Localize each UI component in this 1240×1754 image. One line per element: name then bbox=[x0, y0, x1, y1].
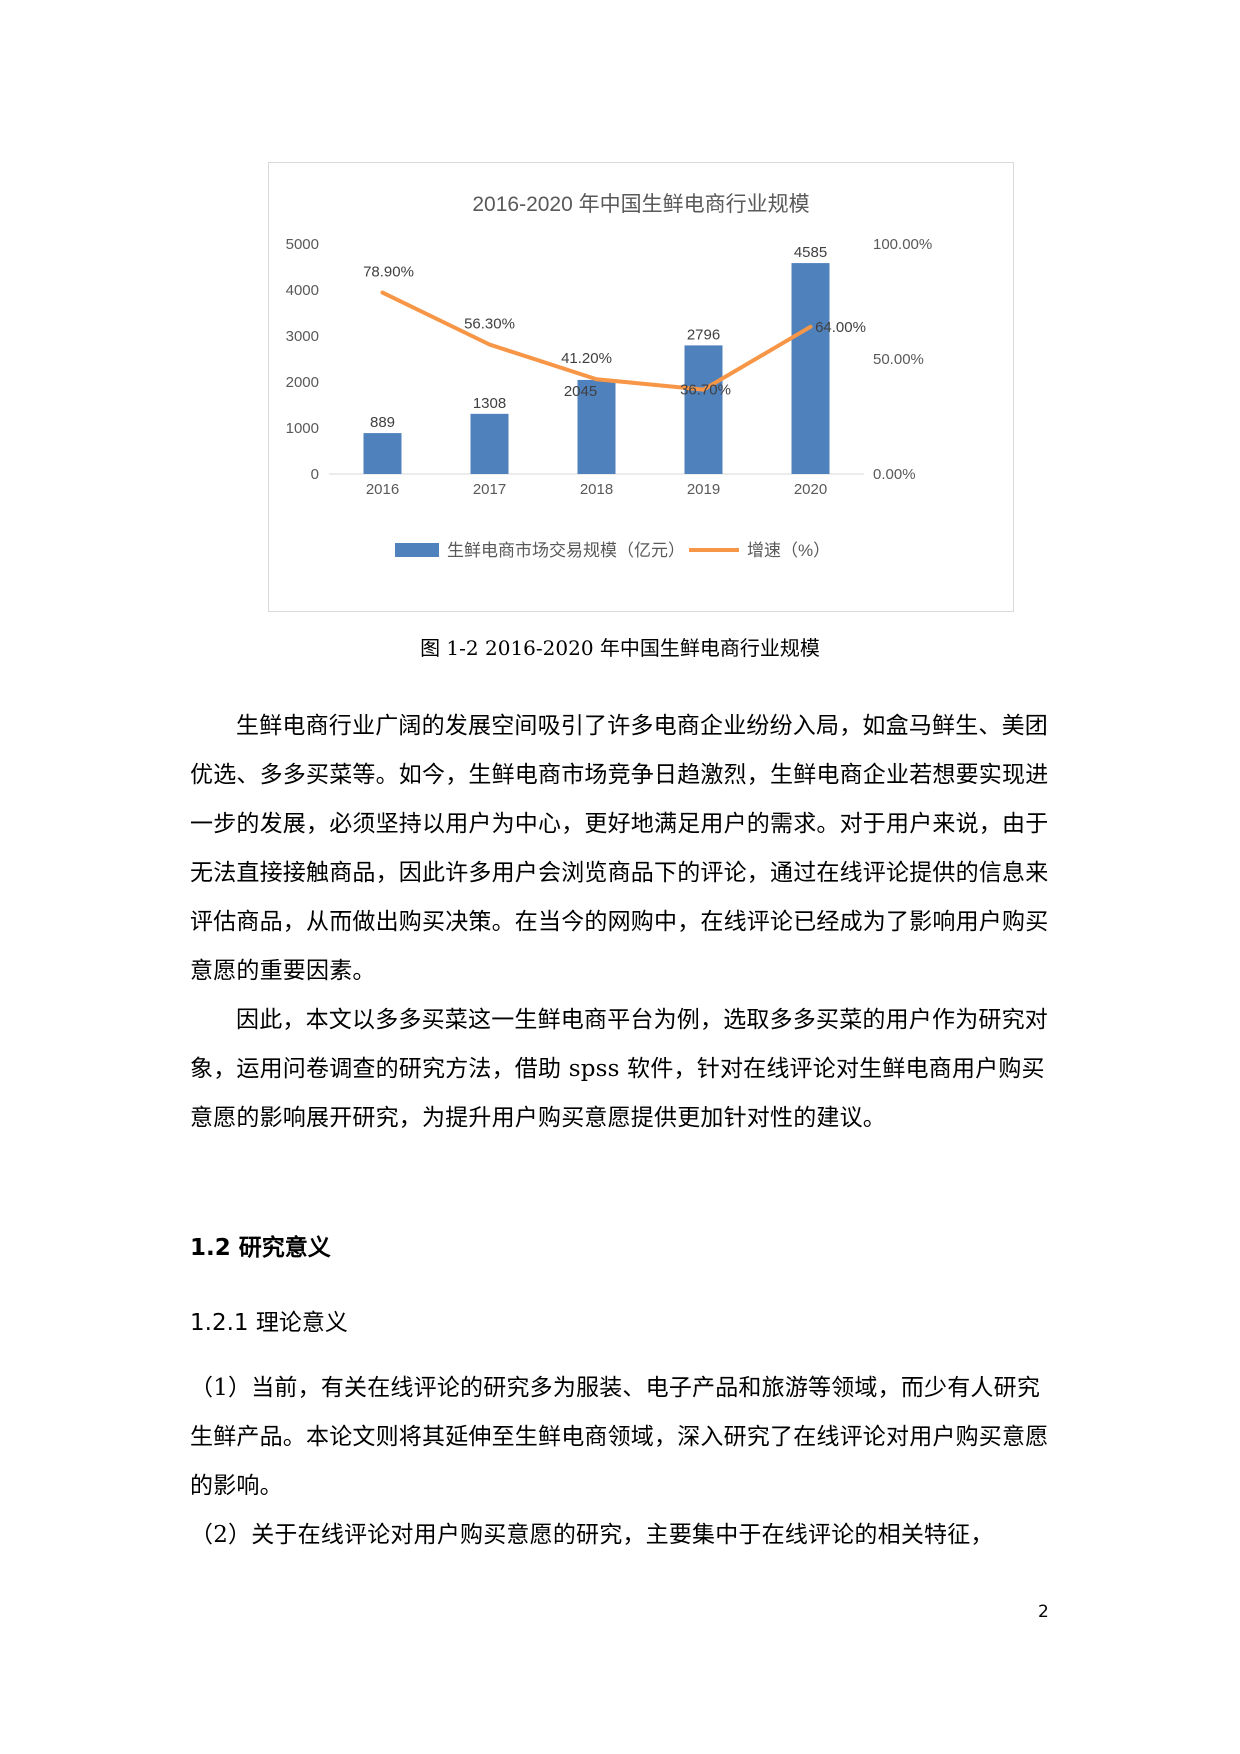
bar-data-label: 2045 bbox=[564, 383, 597, 400]
figure-caption: 图 1-2 2016-2020 年中国生鲜电商行业规模 bbox=[420, 636, 820, 660]
paragraph: 因此，本文以多多买菜这一生鲜电商平台为例，选取多多买菜的用户作为研究对象，运用问… bbox=[190, 1007, 1048, 1131]
y-right-tick-label: 100.00% bbox=[873, 236, 932, 253]
y-left-tick-label: 5000 bbox=[286, 236, 319, 253]
bar-data-label: 889 bbox=[370, 414, 395, 431]
x-tick-label: 2020 bbox=[794, 481, 827, 498]
numbered-items: （1）当前，有关在线评论的研究多为服装、电子产品和旅游等领域，而少有人研究生鲜产… bbox=[190, 1364, 1052, 1560]
x-tick-label: 2017 bbox=[473, 481, 506, 498]
bar-data-label: 2796 bbox=[687, 326, 720, 343]
y-right-tick-label: 0.00% bbox=[873, 466, 916, 483]
y-left-tick-label: 3000 bbox=[286, 328, 319, 345]
market-scale-chart: 2016-2020 年中国生鲜电商行业规模 0 1000 2000 3000 4000 50… bbox=[286, 193, 933, 560]
y-left-tick-label: 2000 bbox=[286, 374, 319, 391]
bar-data-label: 1308 bbox=[473, 395, 506, 412]
bar bbox=[684, 345, 723, 474]
body-paragraphs: 生鲜电商行业广阔的发展空间吸引了许多电商企业纷纷入局，如盒马鲜生、美团优选、多多… bbox=[190, 702, 1052, 1143]
bar bbox=[470, 413, 509, 474]
chart-frame: 2016-2020 年中国生鲜电商行业规模 0 1000 2000 3000 4000 50… bbox=[268, 162, 1014, 612]
bar bbox=[363, 433, 402, 474]
growth-line bbox=[380, 290, 813, 392]
x-tick-label: 2019 bbox=[687, 481, 720, 498]
bar-data-label: 4585 bbox=[794, 244, 827, 261]
y-left-tick-label: 1000 bbox=[286, 420, 319, 437]
line-data-label: 64.00% bbox=[815, 319, 866, 336]
bar bbox=[577, 379, 616, 474]
legend-label-line: 增速（%） bbox=[747, 541, 830, 560]
y-left-tick-label: 4000 bbox=[286, 282, 319, 299]
paragraph: 生鲜电商行业广阔的发展空间吸引了许多电商企业纷纷入局，如盒马鲜生、美团优选、多多… bbox=[190, 713, 1049, 984]
legend-label-bar: 生鲜电商市场交易规模（亿元） bbox=[447, 541, 685, 560]
subsection-heading: 1.2.1 理论意义 bbox=[190, 1310, 348, 1336]
x-tick-label: 2018 bbox=[580, 481, 613, 498]
y-left-tick-label: 0 bbox=[311, 466, 319, 483]
line-data-label: 78.90% bbox=[363, 264, 414, 281]
x-tick-label: 2016 bbox=[366, 481, 399, 498]
section-heading: 1.2 研究意义 bbox=[190, 1235, 331, 1261]
line-data-label: 41.20% bbox=[561, 350, 612, 367]
legend-swatch-bar bbox=[395, 543, 439, 557]
line-data-label: 36.70% bbox=[680, 382, 731, 399]
chart-title: 2016-2020 年中国生鲜电商行业规模 bbox=[472, 193, 809, 216]
page-number: 2 bbox=[1038, 1602, 1049, 1622]
list-item: （1）当前，有关在线评论的研究多为服装、电子产品和旅游等领域，而少有人研究生鲜产… bbox=[190, 1375, 1049, 1499]
line-data-label: 56.30% bbox=[464, 316, 515, 333]
list-item: （2）关于在线评论对用户购买意愿的研究，主要集中于在线评论的相关特征， bbox=[190, 1522, 994, 1548]
y-right-tick-label: 50.00% bbox=[873, 351, 924, 368]
bar bbox=[791, 263, 830, 474]
